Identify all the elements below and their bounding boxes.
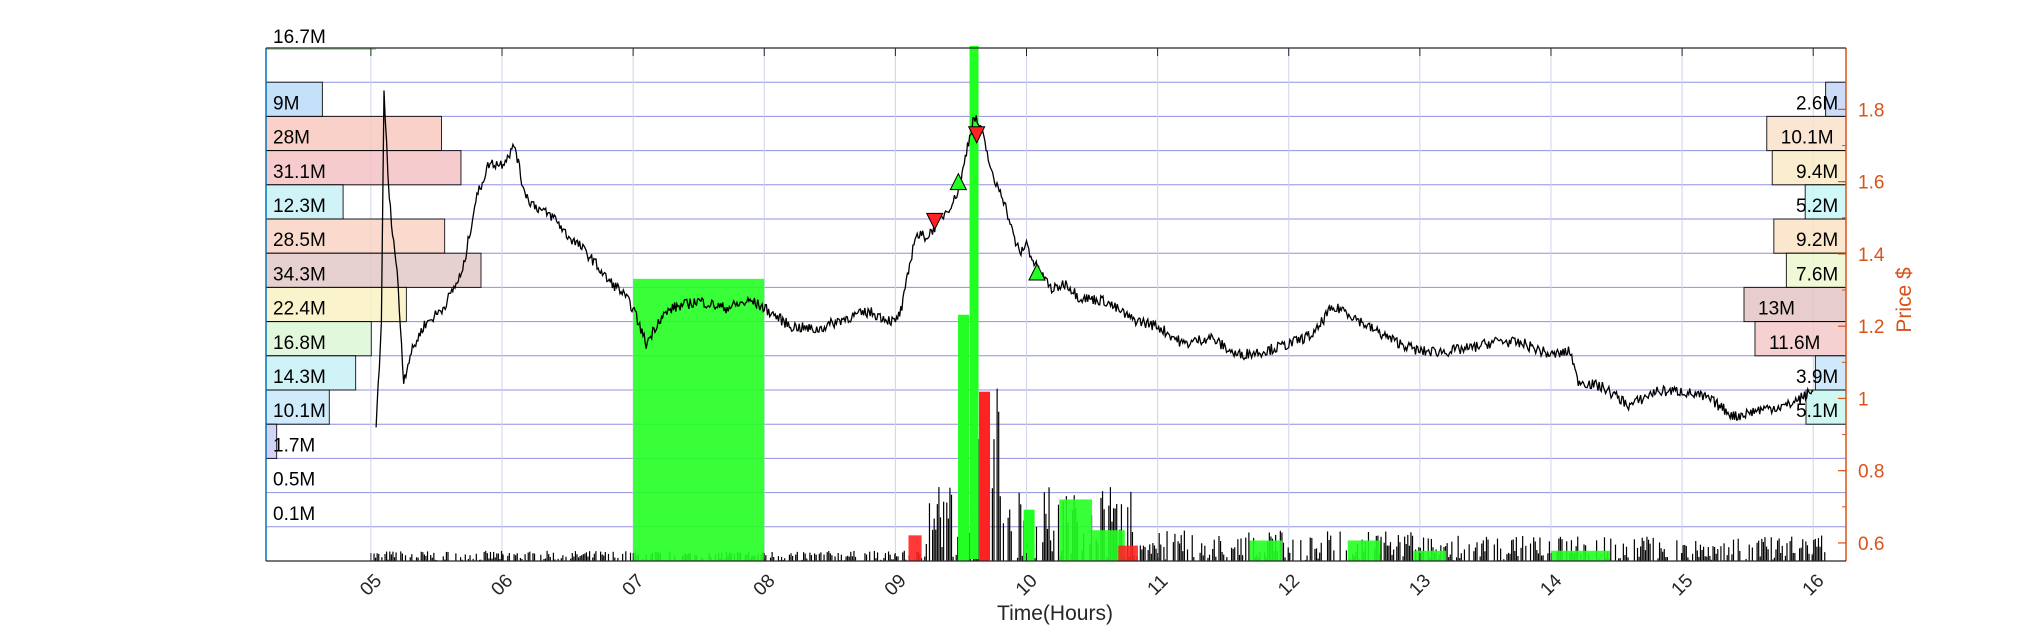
y-tick-label: 1.2: [1858, 317, 1884, 338]
volume-spike: [1023, 509, 1035, 561]
buy-marker: [949, 172, 968, 191]
x-tick-label: 11: [1144, 571, 1173, 600]
y-tick-label: 1: [1858, 389, 1869, 410]
profile-bar: [265, 355, 357, 391]
profile-label: 14.3M: [273, 367, 326, 388]
profile-label: 22.4M: [273, 299, 326, 320]
profile-label: 16.7M: [273, 27, 326, 48]
y-tick-label: 1.8: [1858, 100, 1884, 121]
profile-label-right: 7.6M: [1796, 264, 1838, 285]
x-tick-label: 12: [1274, 570, 1304, 600]
profile-label-right: 11.6M: [1769, 333, 1820, 354]
profile-label: 1.7M: [273, 435, 315, 456]
profile-label-right: 9.4M: [1796, 162, 1838, 183]
volume-block: [633, 278, 765, 561]
profile-label-right: 5.1M: [1796, 401, 1838, 422]
x-tick-label: 07: [619, 570, 649, 600]
profile-bar-right: [1785, 252, 1847, 288]
profile-bar-right: [1814, 355, 1847, 391]
volume-block: [1118, 545, 1138, 561]
profile-bar-right: [1771, 150, 1847, 186]
profile-label: 0.5M: [273, 470, 315, 491]
profile-bar: [265, 218, 446, 254]
y-tick-label: 1.4: [1858, 245, 1885, 266]
x-axis-label: Time(Hours): [997, 602, 1113, 625]
price-series: [375, 90, 1814, 428]
profile-bar-right: [1773, 218, 1847, 254]
volume-block: [1413, 550, 1447, 561]
profile-bar-right: [1805, 389, 1847, 425]
profile-label: 9M: [273, 93, 299, 114]
y-tick-label: 0.8: [1858, 462, 1884, 483]
grid: [266, 47, 1846, 562]
x-tick-label: 06: [487, 570, 517, 600]
profile-label-right: 13M: [1758, 299, 1795, 320]
profile-label-right: 5.2M: [1796, 196, 1838, 217]
profile-label: 28M: [273, 128, 310, 149]
profile-bar: [265, 150, 462, 186]
sell-marker: [967, 126, 986, 144]
x-tick-label: 15: [1668, 570, 1698, 600]
volume-block: [1059, 499, 1093, 561]
volume-profile: 16.7M 9M 28M 31.1M 12.3M 28.5M 34.3M 22.4M 16.8M…: [265, 27, 1847, 525]
profile-label: 31.1M: [273, 162, 326, 183]
profile-label: 10.1M: [273, 401, 326, 422]
profile-label: 34.3M: [273, 264, 326, 285]
profile-bar: [265, 252, 482, 288]
volume-block: [908, 535, 922, 561]
trade-markers: [925, 126, 1046, 281]
volume-spike: [979, 391, 991, 561]
profile-bar: [265, 389, 330, 425]
x-tick-label: 16: [1799, 570, 1829, 600]
profile-label-right: 9.2M: [1796, 230, 1838, 251]
plot-area: [266, 48, 1846, 561]
x-tick-label: 05: [356, 570, 386, 600]
profile-label: 28.5M: [273, 230, 326, 251]
price-line: [375, 90, 1814, 428]
profile-label-right: 3.9M: [1796, 367, 1838, 388]
volume-spike: [969, 46, 979, 559]
volume-spike: [958, 314, 970, 561]
volume-block: [1249, 540, 1283, 561]
profile-label: 12.3M: [273, 196, 326, 217]
volume-block: [1550, 550, 1610, 561]
buy-marker: [1028, 262, 1046, 281]
profile-label-right: 10.1M: [1781, 128, 1834, 149]
y-tick-label: 1.6: [1858, 173, 1884, 194]
profile-bar-right: [1766, 115, 1847, 152]
profile-label: 16.8M: [273, 333, 326, 354]
x-tick-label: 10: [1012, 570, 1042, 600]
x-tick-label: 08: [750, 570, 780, 600]
x-tick-label: 13: [1405, 570, 1435, 600]
profile-bar-right: [1743, 286, 1847, 323]
sell-marker: [925, 212, 944, 231]
volume-block: [1347, 540, 1381, 561]
profile-label-right: 2.6M: [1796, 93, 1838, 114]
profile-bar: [265, 115, 443, 152]
y-axis-label: Price $: [1893, 267, 1916, 333]
x-tick-label: 14: [1536, 570, 1566, 600]
profile-label: 0.1M: [273, 504, 315, 525]
y-tick-label: 0.6: [1858, 534, 1884, 555]
x-tick-label: 09: [881, 570, 911, 600]
